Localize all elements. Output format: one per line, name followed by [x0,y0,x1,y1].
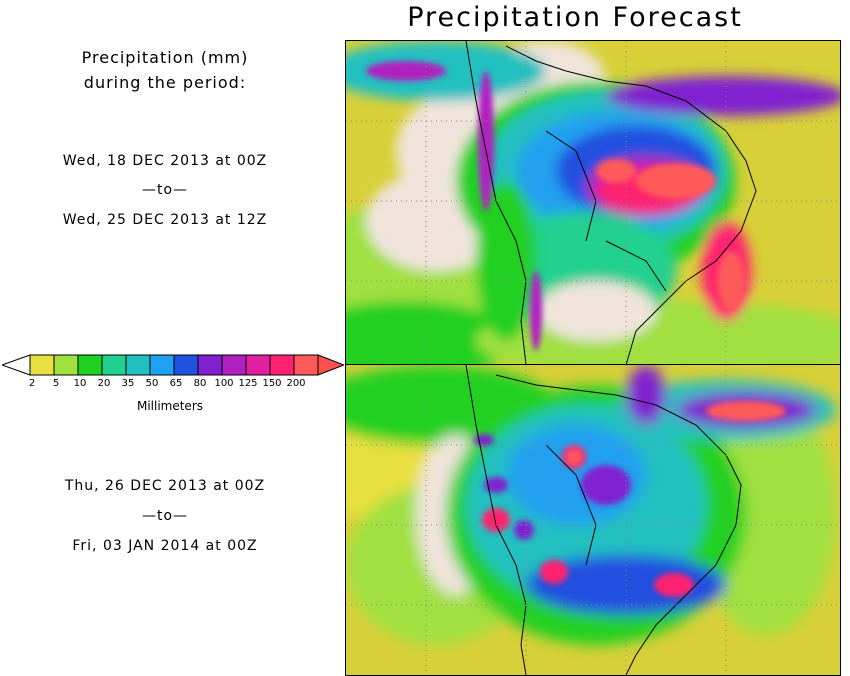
legend-cell [149,354,175,376]
legend-under-arrow [2,354,31,376]
period1-separator: —to— [141,182,189,198]
precip-map-period2 [345,364,841,676]
legend-tick-label: 65 [169,378,183,389]
legend-tick-label: 2 [28,378,36,389]
legend-cell [77,354,103,376]
legend-cell [29,354,55,376]
legend-cell [125,354,151,376]
legend-tick-label: 35 [121,378,135,389]
subtitle-line-1: Precipitation (mm) [81,48,249,67]
legend-cell [245,354,271,376]
legend-cell [173,354,199,376]
legend-cell [197,354,223,376]
legend-tick-label: 125 [238,378,258,389]
subtitle-line-2: during the period: [83,73,247,92]
period2-end: Fri, 03 JAN 2014 at 00Z [72,538,258,554]
legend-over-arrow [317,354,344,376]
legend-cell [293,354,319,376]
legend-unit: Millimeters [136,399,204,413]
legend-cell [101,354,127,376]
legend-tick-label: 150 [262,378,282,389]
period1-end: Wed, 25 DEC 2013 at 12Z [62,212,268,228]
period1-start: Wed, 18 DEC 2013 at 00Z [62,153,268,169]
legend-cell [53,354,79,376]
legend-tick-label: 80 [193,378,207,389]
legend-tick-label: 200 [286,378,306,389]
legend-tick-label: 5 [52,378,60,389]
color-legend [2,354,344,376]
legend-cell [269,354,295,376]
period2-separator: —to— [141,508,189,524]
page-title: Precipitation Forecast [407,2,743,33]
precip-map-period1 [345,40,841,366]
legend-tick-label: 10 [73,378,87,389]
legend-cell [221,354,247,376]
legend-tick-label: 20 [97,378,111,389]
period2-start: Thu, 26 DEC 2013 at 00Z [64,478,266,494]
legend-tick-label: 50 [145,378,159,389]
legend-tick-label: 100 [214,378,234,389]
